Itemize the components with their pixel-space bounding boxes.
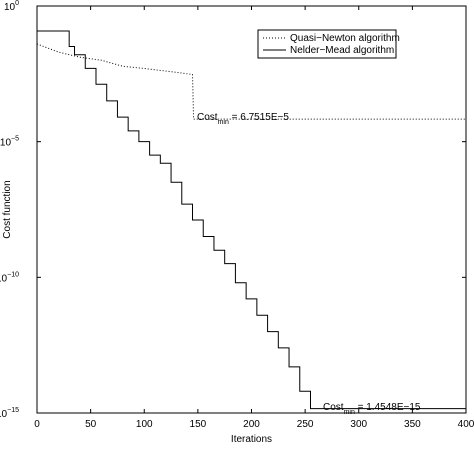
- y-tick-exponent: −15: [7, 407, 19, 414]
- legend-label: Nelder−Mead algorithm: [290, 45, 394, 56]
- series-line: [36, 43, 466, 120]
- y-tick-exponent: −10: [7, 271, 19, 278]
- y-tick-label: 10−5: [0, 136, 19, 149]
- y-tick-label: 10−10: [0, 271, 19, 284]
- annotation: Costmin = 1.4548E−15: [323, 402, 421, 416]
- y-tick-base: 10: [0, 273, 8, 284]
- x-axis-label: Iterations: [231, 434, 272, 445]
- y-tick-base: 10: [4, 2, 16, 13]
- y-tick-label: 100: [4, 0, 19, 13]
- series-line: [37, 30, 466, 410]
- y-tick-label: 10−15: [0, 407, 19, 420]
- legend-label: Quasi−Newton algorithm: [290, 33, 400, 44]
- annotation-text: Cost: [323, 402, 344, 413]
- annotation: Costmin = 6.7515E−5: [197, 112, 289, 126]
- x-tick-label: 400: [458, 419, 474, 430]
- x-tick-label: 100: [136, 419, 153, 430]
- legend-box: [257, 29, 397, 59]
- x-tick-label: 350: [404, 419, 421, 430]
- x-tick-label: 150: [190, 419, 207, 430]
- y-tick-base: 10: [0, 409, 8, 420]
- x-tick-label: 250: [297, 419, 314, 430]
- annotation-text: Cost: [197, 112, 218, 123]
- annotation-rest: = 1.4548E−15: [355, 402, 421, 413]
- annotation-subscript: min: [218, 119, 229, 126]
- y-tick-exponent: −5: [11, 136, 19, 143]
- y-axis-label: Cost function: [2, 180, 13, 238]
- x-tick-label: 0: [34, 419, 40, 430]
- y-tick-exponent: 0: [15, 0, 19, 7]
- x-tick-label: 300: [350, 419, 367, 430]
- x-tick-label: 200: [243, 419, 260, 430]
- annotation-rest: = 6.7515E−5: [229, 112, 289, 123]
- x-tick-label: 50: [85, 419, 97, 430]
- y-tick-base: 10: [0, 138, 11, 149]
- annotation-subscript: min: [344, 409, 355, 416]
